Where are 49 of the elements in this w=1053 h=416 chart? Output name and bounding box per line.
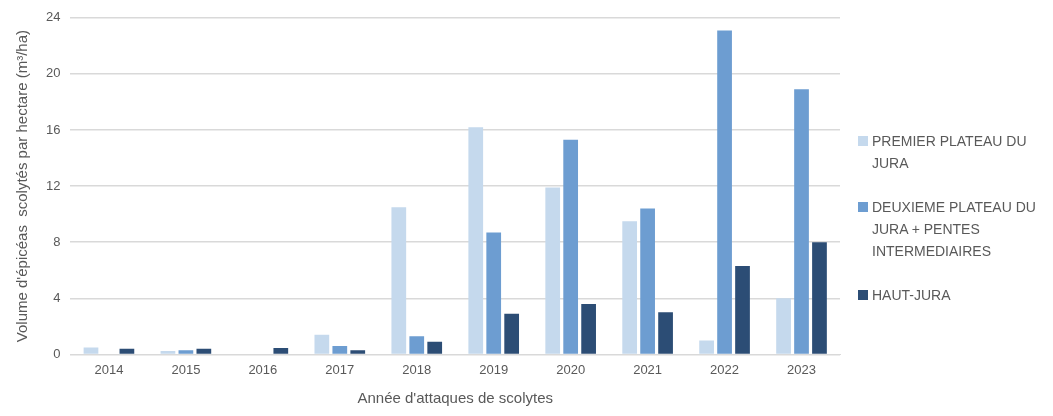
bar [581,303,596,354]
x-tick-label: 2021 [633,361,663,377]
bar [622,221,638,354]
bar [332,345,348,354]
bar [83,347,99,354]
x-tick-label: 2015 [171,361,201,377]
y-tick-label: 20 [45,65,61,81]
y-tick-label: 4 [53,289,61,305]
x-tick-label: 2016 [248,361,278,377]
bar [427,341,443,354]
y-tick-label: 0 [53,345,61,361]
bar [699,340,714,354]
bar [563,139,579,354]
bar [640,208,655,354]
x-tick-label: 2014 [94,361,124,377]
x-tick-label: 2020 [556,361,586,377]
bar [409,336,425,354]
bar [504,313,520,354]
bar [391,207,407,354]
bar [350,350,366,354]
bar [273,348,289,354]
x-axis-title: Année d'attaques de scolytes [357,389,553,407]
bar [160,350,176,354]
bar [735,266,750,354]
y-tick-label: 8 [53,233,61,249]
bar [178,350,194,354]
bar [794,89,809,354]
bar [468,127,484,354]
x-tick-label: 2023 [787,361,816,377]
bar [658,312,673,354]
legend-label: HAUT-JURA [872,286,951,305]
bar [196,348,212,354]
x-tick-label: 2017 [325,361,355,377]
y-axis-title: Volume d'épicéas scolytés par hectare (m³/ha) [13,30,31,343]
legend-label: DEUXIEME PLATEAU DU JURA + PENTES INTERMEDIAIRES [872,198,1037,261]
x-tick-label: 2018 [402,361,432,377]
bar [486,232,502,354]
y-tick-label: 16 [45,121,61,137]
bar [314,334,330,354]
bar [812,242,827,354]
x-tick-label: 2022 [710,361,740,377]
x-tick-label: 2019 [479,361,509,377]
bar [776,298,791,354]
legend-label: PREMIER PLATEAU DU JURA [872,132,1028,173]
y-tick-label: 24 [45,9,61,25]
bar [119,348,135,354]
y-tick-label: 12 [45,177,61,193]
bar [545,187,561,354]
bar [717,30,732,354]
